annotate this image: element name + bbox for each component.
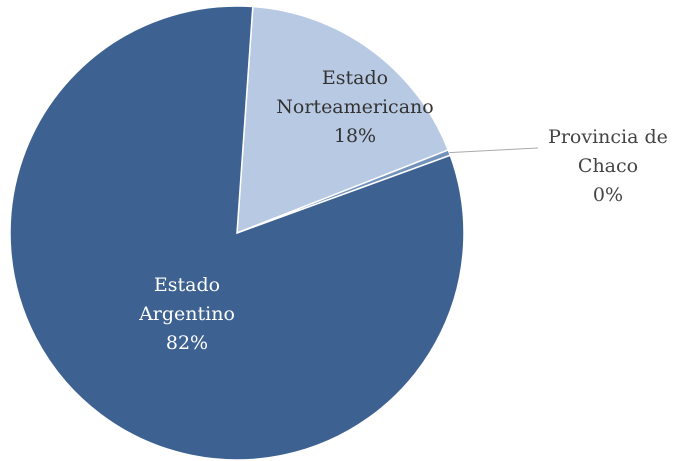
slice-label: Provincia de Chaco bbox=[548, 126, 668, 177]
pie bbox=[9, 5, 465, 461]
slice-label: Estado Argentino bbox=[138, 274, 235, 325]
value-label: 18% bbox=[334, 125, 376, 147]
value-label: 0% bbox=[593, 184, 623, 206]
pie-slice bbox=[236, 5, 450, 235]
pie-slice bbox=[9, 5, 465, 461]
slice-label: Estado Norteamericano bbox=[276, 67, 433, 118]
leader-line bbox=[449, 147, 539, 154]
value-label: 82% bbox=[166, 332, 208, 354]
